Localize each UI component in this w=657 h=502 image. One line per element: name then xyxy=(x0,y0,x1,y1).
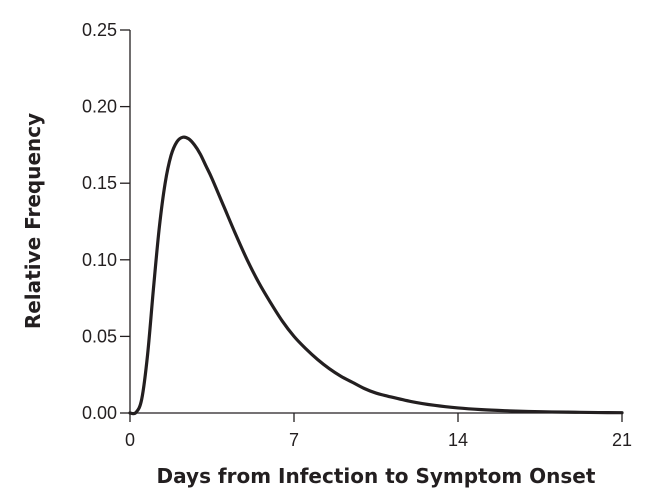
x-tick-label: 0 xyxy=(125,430,135,450)
y-tick-label: 0.05 xyxy=(82,326,117,346)
x-axis-title: Days from Infection to Symptom Onset xyxy=(157,464,596,488)
x-tick-label: 7 xyxy=(289,430,299,450)
x-tick-label: 21 xyxy=(612,430,632,450)
y-tick-label: 0.00 xyxy=(82,403,117,423)
y-tick-label: 0.15 xyxy=(82,173,117,193)
y-tick-label: 0.20 xyxy=(82,97,117,117)
y-axis-title: Relative Frequency xyxy=(21,113,45,329)
series-line xyxy=(128,135,624,416)
y-ticks: 0.00 0.05 0.10 0.15 0.20 0.25 xyxy=(82,20,130,423)
y-tick-label: 0.25 xyxy=(82,20,117,40)
x-ticks: 0 7 14 21 xyxy=(125,413,632,450)
x-axis: 0 7 14 21 xyxy=(125,412,632,450)
x-tick-label: 14 xyxy=(448,430,468,450)
y-tick-label: 0.10 xyxy=(82,250,117,270)
y-axis: 0.00 0.05 0.10 0.15 0.20 0.25 xyxy=(82,20,131,423)
series-group xyxy=(128,135,624,416)
